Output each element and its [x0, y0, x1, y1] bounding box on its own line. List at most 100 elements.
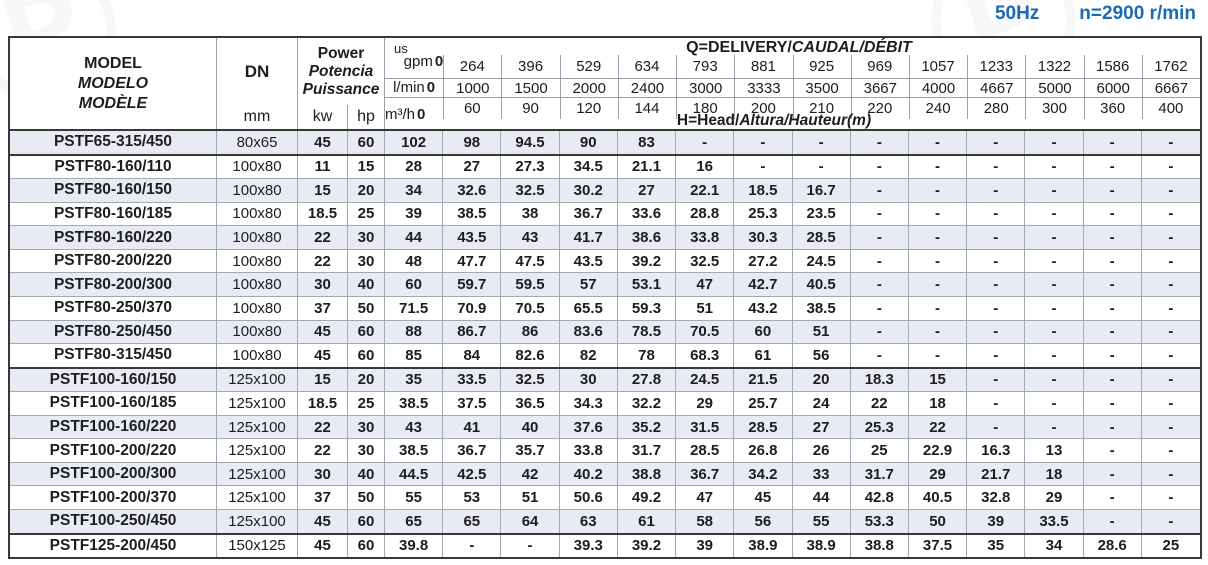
dn-column-header: DN mm [217, 38, 298, 129]
dn-cell: 125x100 [217, 510, 298, 533]
head-value-cell: - [1084, 486, 1142, 509]
head-value-cell: 43 [501, 226, 560, 249]
head-value-cell: 40.2 [560, 462, 618, 486]
flow-scale-m3h: m³/h 0 60 90 120 144 180 200 210 220 240 280 300 360 4… [385, 98, 1200, 129]
head-value-cell: 39.3 [560, 534, 618, 558]
head-value-cell: 36.5 [501, 392, 560, 415]
head-value-cell: 37.5 [443, 392, 502, 415]
kw-cell: 45 [298, 344, 348, 367]
head-value-cell: - [1025, 273, 1084, 296]
flow-value-cell: 5000 [1025, 79, 1083, 97]
flow-value-cell: 1233 [967, 38, 1025, 78]
head-value-cell: 39 [385, 202, 444, 226]
model-cell: PSTF100-160/220 [10, 415, 217, 439]
head-value-cell: - [1168, 346, 1174, 364]
head-value-cell: 33.8 [560, 439, 618, 462]
head-value-cell: - [1168, 323, 1174, 341]
hp-cell: 20 [348, 179, 385, 202]
head-value-cell: - [1168, 299, 1174, 317]
head-value-cell: 40 [501, 415, 560, 439]
head-value-cell: - [501, 534, 560, 558]
head-value-cell: 55 [793, 510, 851, 533]
head-value-cell: 63 [560, 510, 618, 533]
flow-unit-cell: m³/h 0 [385, 105, 426, 123]
head-value-cell: 28.6 [1084, 534, 1142, 558]
flow-scale-lmin: l/min 0 1000 1500 2000 2400 3000 3333 3500 3667 40… [385, 78, 1200, 98]
power-header-en: Power [317, 45, 365, 62]
head-value-cell: - [1168, 158, 1174, 176]
head-value-cell: - [967, 273, 1026, 296]
hp-unit-label: hp [357, 108, 375, 125]
dn-cell: 100x80 [217, 296, 298, 320]
head-value-cell: 35 [385, 368, 444, 392]
head-value-cell: 60 [734, 320, 793, 344]
head-value-cell: - [1084, 320, 1142, 344]
head-value-cell: 61 [734, 344, 793, 367]
table-row: PSTF100-160/185 125x100 18.5 25 38.5 37.5 36.5… [10, 392, 1200, 416]
hp-cell: 30 [348, 415, 385, 439]
head-value-cell: 37.6 [560, 415, 618, 439]
head-value-cell: - [1025, 155, 1084, 179]
frequency-label: 50Hz [994, 3, 1040, 24]
head-value-cell: 21.5 [734, 368, 793, 392]
flow-value-cell: 396 [501, 38, 559, 78]
flow-value-cell: 3667 [850, 79, 909, 97]
flow-value-cell: 6000 [1083, 79, 1142, 97]
head-value-cell: - [909, 202, 968, 226]
table-row: PSTF100-160/150 125x100 15 20 35 33.5 32.5 30 27… [10, 368, 1200, 393]
head-value-cell: 47.7 [443, 249, 502, 273]
head-value-cell: 28.5 [793, 226, 851, 249]
model-cell: PSTF125-200/450 [10, 534, 217, 558]
head-value-cell: - [1084, 510, 1142, 533]
dn-cell: 125x100 [217, 439, 298, 462]
head-value-cell: - [851, 296, 909, 320]
head-value-cell: 32.5 [676, 249, 735, 273]
head-value-cell: 34.5 [560, 155, 618, 179]
table-row: PSTF80-160/110 100x80 11 15 28 27 27.3 34.5 21.1… [10, 155, 1200, 180]
head-value-cell: 21.1 [618, 155, 677, 179]
head-value-cell: 42 [501, 462, 560, 486]
head-value-cell: 36.7 [443, 439, 502, 462]
head-value-cell: 32.8 [967, 486, 1026, 509]
head-value-cell: 32.5 [501, 368, 560, 392]
head-value-cell: 32.5 [501, 179, 560, 202]
dn-cell: 100x80 [217, 273, 298, 296]
flow-value-cell: 240 [908, 98, 967, 129]
head-value-cell: 50 [909, 510, 968, 533]
flow-value-cell: 1500 [501, 79, 559, 97]
model-cell: PSTF80-160/185 [10, 202, 217, 226]
head-value-cell: 56 [793, 344, 851, 367]
model-cell: PSTF100-200/370 [10, 486, 217, 509]
head-value-cell: - [1084, 131, 1142, 154]
model-cell: PSTF80-200/220 [10, 249, 217, 273]
hp-cell: 60 [348, 510, 385, 533]
head-value-cell: - [1084, 273, 1142, 296]
kw-cell: 11 [298, 155, 348, 179]
flow-value-cell: 280 [967, 98, 1025, 129]
head-value-cell: - [793, 131, 851, 154]
table-row: PSTF80-160/185 100x80 18.5 25 39 38.5 38 36.7 33… [10, 202, 1200, 227]
flow-value-cell: 634 [617, 38, 676, 78]
head-value-cell: 44 [385, 226, 444, 249]
head-value-cell: 57 [560, 273, 618, 296]
head-value-cell: 24 [793, 392, 851, 415]
flow-value-cell: 300 [1025, 98, 1083, 129]
table-row: PSTF100-200/300 125x100 30 40 44.5 42.5 42 40.2… [10, 462, 1200, 487]
head-value-cell: 49.2 [618, 486, 677, 509]
head-value-cell: 31.7 [618, 439, 677, 462]
head-value-cell: 25 [851, 439, 909, 462]
kw-cell: 22 [298, 226, 348, 249]
head-value-cell: 48 [385, 249, 444, 273]
head-value-cell: - [1168, 465, 1174, 483]
table-row: PSTF100-200/370 125x100 37 50 55 53 51 50.6 49.2… [10, 486, 1200, 510]
speed-label: n=2900 r/min [1079, 3, 1196, 24]
head-value-cell: 30.2 [560, 179, 618, 202]
power-header-es: Potencia [308, 63, 374, 80]
head-value-cell: - [1168, 418, 1174, 436]
head-value-cell: 26 [793, 439, 851, 462]
head-value-cell: 29 [909, 462, 968, 486]
flow-value-cell: 925 [792, 38, 851, 78]
head-value-cell: 35.2 [618, 415, 677, 439]
kw-cell: 30 [298, 273, 348, 296]
